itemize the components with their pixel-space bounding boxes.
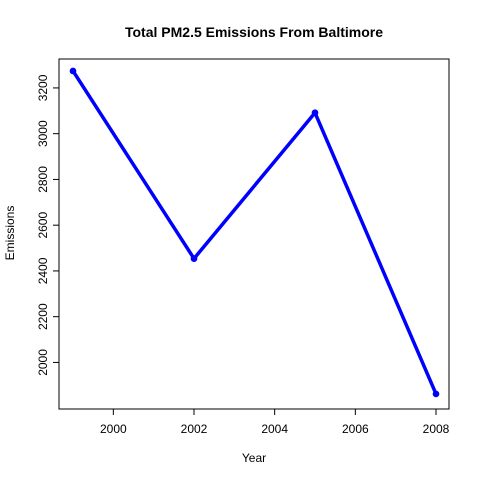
- x-tick-label: 2000: [100, 422, 127, 436]
- plot-frame: [58, 58, 450, 410]
- data-point: [311, 109, 319, 117]
- x-tick-label: 2008: [423, 422, 450, 436]
- x-tick-label: 2002: [181, 422, 208, 436]
- y-tick-label: 2200: [36, 303, 50, 330]
- x-tick-label: 2004: [261, 422, 288, 436]
- data-point: [190, 255, 198, 262]
- x-axis-label: Year: [242, 451, 266, 465]
- series-group: [69, 67, 440, 398]
- data-point: [432, 390, 440, 398]
- x-tick-label: 2006: [342, 422, 369, 436]
- series-line: [71, 69, 438, 396]
- y-axis-label: Emissions: [3, 206, 17, 261]
- y-tick-label: 3000: [36, 120, 50, 147]
- y-tick-label: 2000: [36, 349, 50, 376]
- y-tick-label: 2600: [36, 212, 50, 239]
- chart-title: Total PM2.5 Emissions From Baltimore: [125, 24, 383, 40]
- x-axis: 2000 2002 2004 2006 2008: [100, 409, 450, 436]
- y-tick-label: 2800: [36, 166, 50, 193]
- data-point: [69, 67, 77, 75]
- y-axis: 2000 2200 2400 2600 2800 3000 3200: [36, 74, 59, 376]
- y-tick-label: 2400: [36, 257, 50, 284]
- y-tick-label: 3200: [36, 74, 50, 101]
